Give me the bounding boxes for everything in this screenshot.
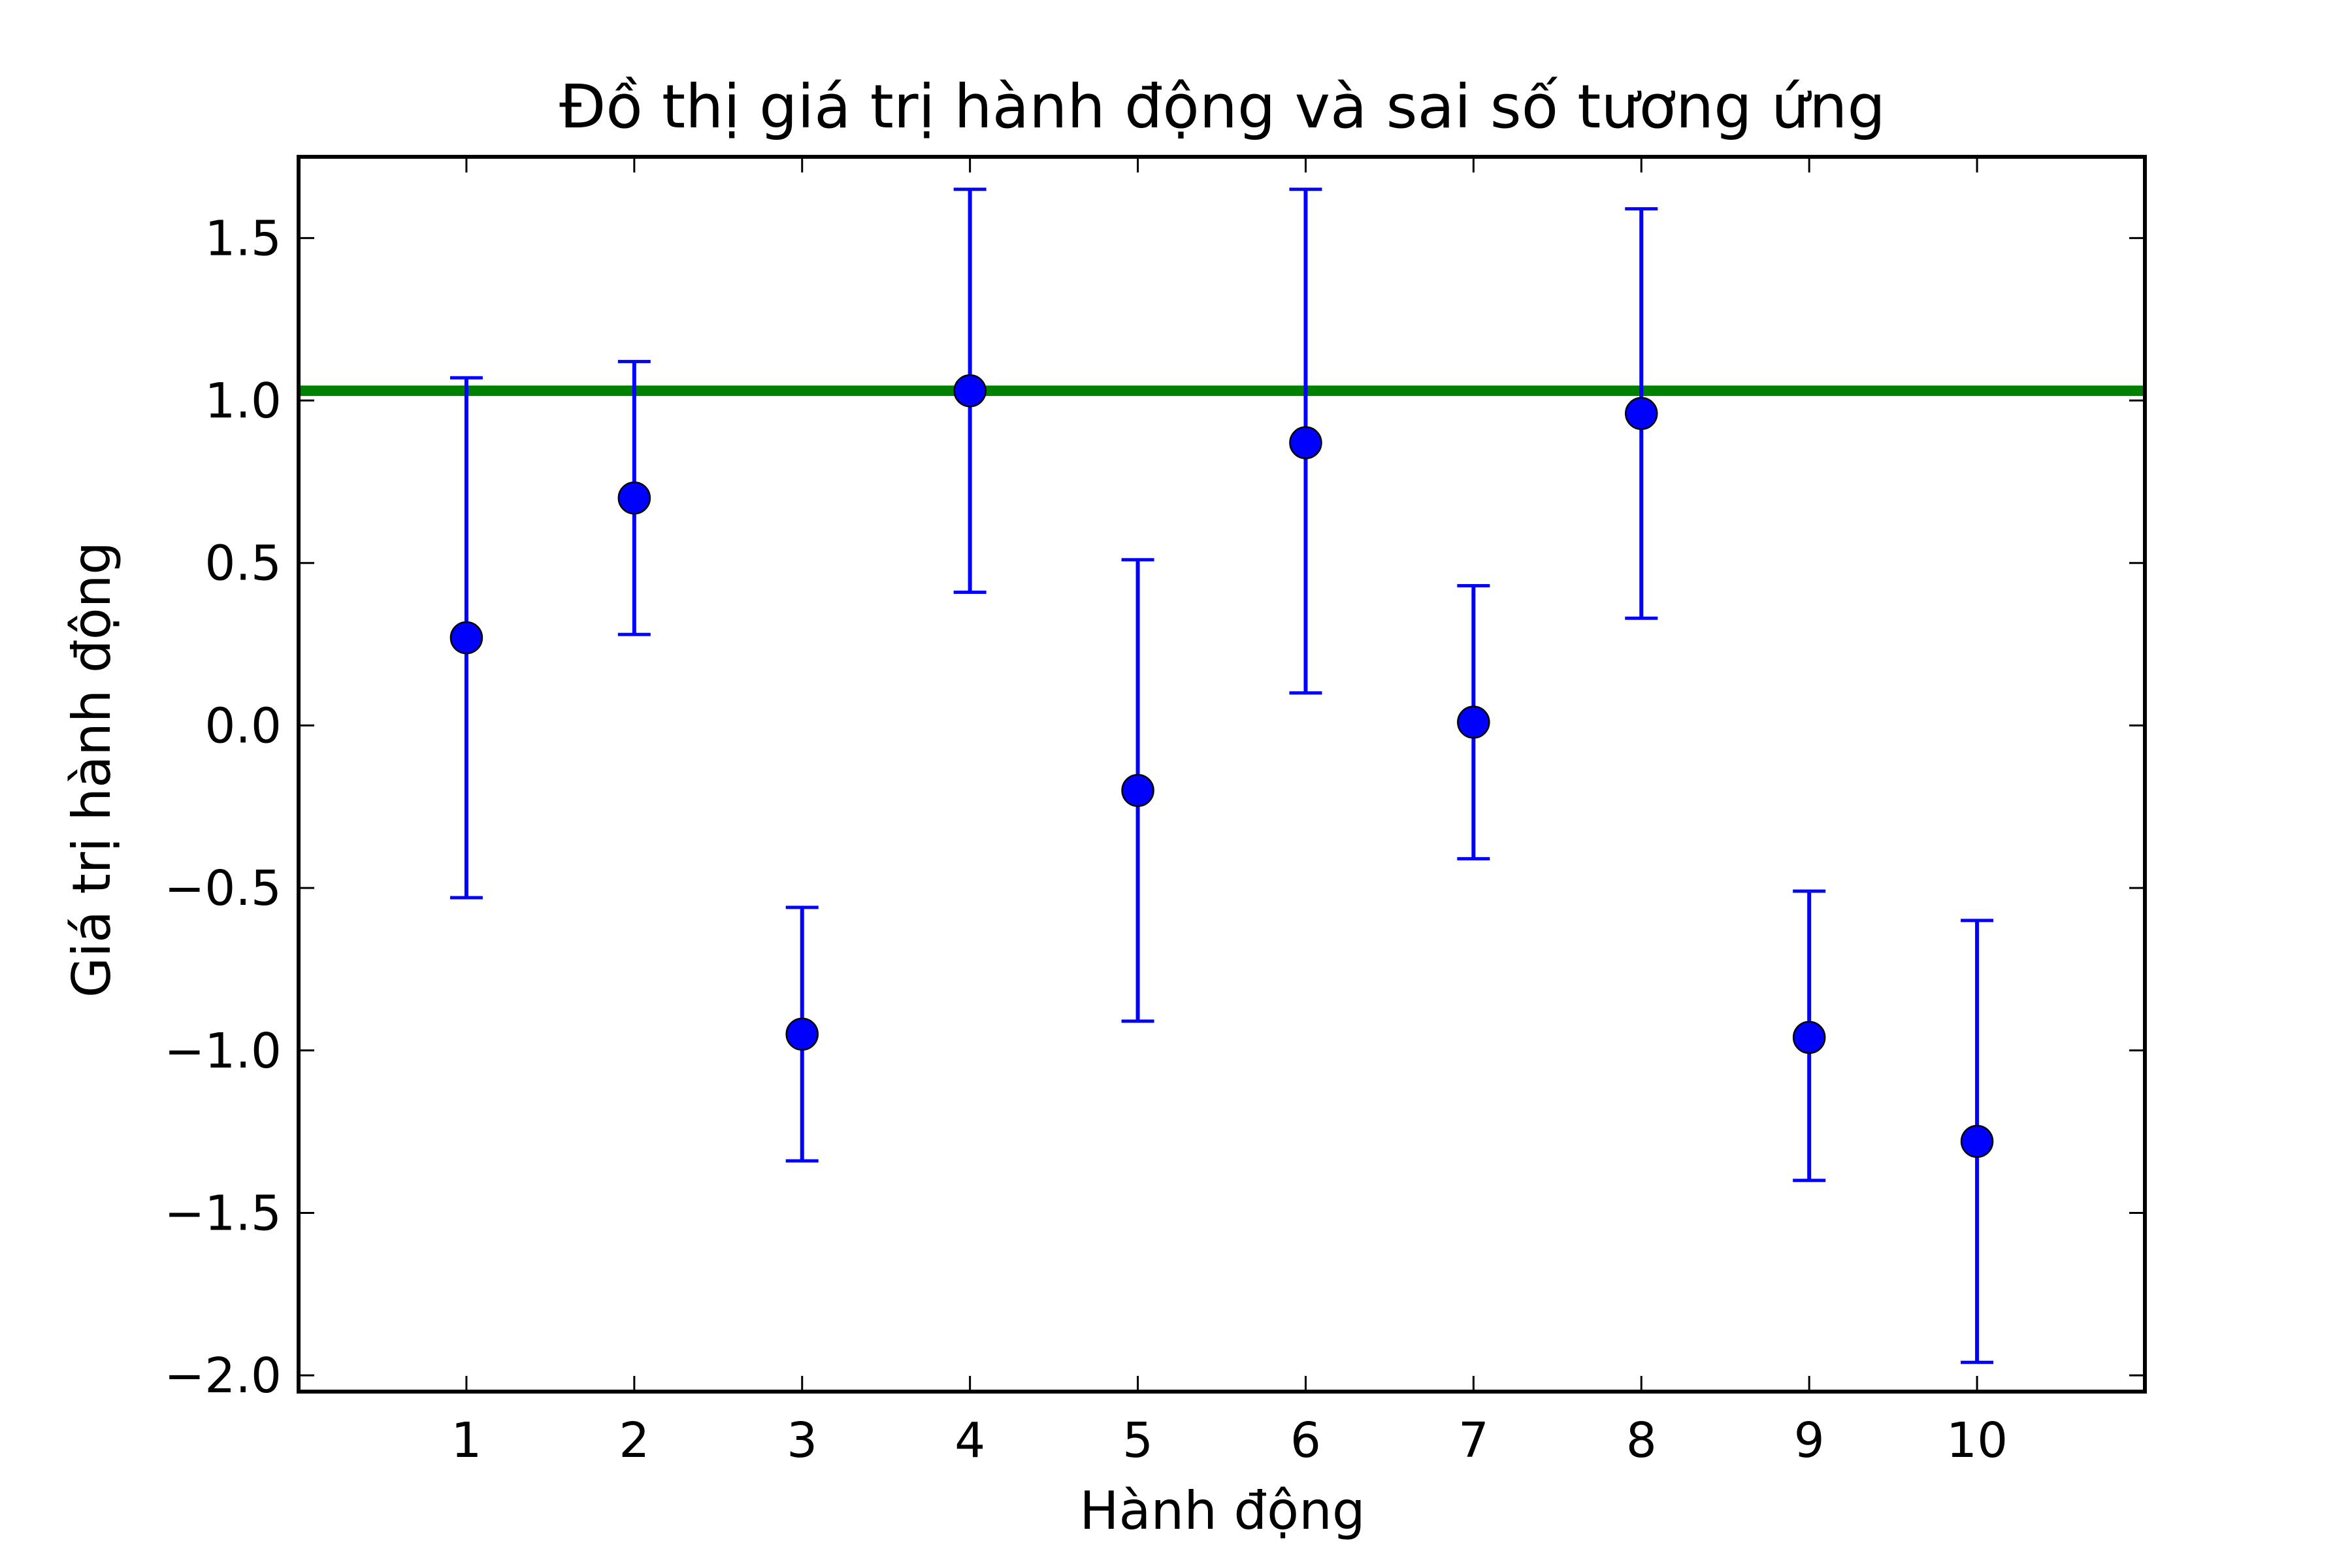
data-point-group [1625,207,1658,620]
data-point [1121,774,1154,808]
x-tick-label: 9 [1794,1413,1825,1469]
data-point-group [785,906,819,1163]
data-point-group [1792,889,1826,1183]
x-tick-label: 4 [955,1413,985,1469]
data-point [953,374,987,408]
x-tick-label: 10 [1946,1413,2008,1469]
x-tick-label: 5 [1122,1413,1153,1469]
x-tick-label: 3 [787,1413,817,1469]
y-axis-label: Giá trị hành động [61,542,122,998]
data-point-group [1457,584,1490,860]
y-tick-label: 0.5 [204,536,282,592]
x-tick-label: 6 [1290,1413,1321,1469]
data-point-group [1289,188,1322,695]
data-point [1457,706,1490,739]
y-tick-label: −0.5 [164,860,282,917]
data-point [1792,1021,1826,1054]
data-point [785,1017,819,1051]
data-point-group [1121,558,1154,1023]
data-point [449,621,483,655]
x-tick-label: 1 [451,1413,482,1469]
plot-frame [297,155,2147,1394]
data-point [1625,397,1658,431]
data-point-group [953,188,987,594]
data-point [617,481,651,515]
data-point [1960,1124,1994,1158]
data-point-group [449,376,483,900]
y-tick-label: 1.0 [204,373,282,429]
data-point-group [617,359,651,636]
x-tick-label: 7 [1458,1413,1489,1469]
x-tick-label: 2 [619,1413,649,1469]
y-tick-label: −1.5 [164,1185,282,1241]
y-tick-label: 0.0 [204,698,282,754]
data-point-group [1960,919,1994,1364]
data-point [1289,426,1322,459]
y-tick-label: −1.0 [164,1023,282,1079]
x-axis-label: Hành động [1079,1480,1365,1541]
y-tick-label: 1.5 [204,210,282,267]
chart-title: Đồ thị giá trị hành động và sai số tương… [559,72,1886,142]
x-tick-label: 8 [1626,1413,1657,1469]
y-tick-label: −2.0 [164,1348,282,1404]
